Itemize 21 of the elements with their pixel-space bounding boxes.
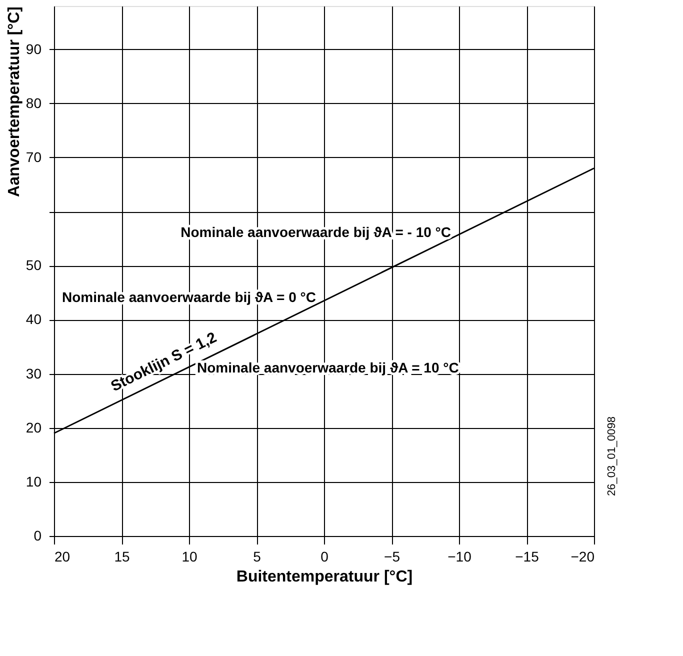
- x-tick-label: −15: [515, 548, 540, 564]
- x-axis-title: Buitentemperatuur [°C]: [236, 568, 413, 586]
- x-tick-label: 10: [182, 548, 198, 564]
- y-tick-label: 40: [26, 311, 42, 328]
- x-tick-label: −10: [448, 548, 472, 564]
- y-tick-label: 30: [26, 365, 42, 382]
- y-tick-label: 10: [26, 473, 42, 490]
- y-tick-label: 50: [26, 257, 42, 274]
- y-tick-label: 0: [34, 528, 42, 544]
- y-tick-label: 90: [26, 40, 42, 57]
- x-tick-label: 20: [54, 548, 70, 564]
- y-tick-label: 20: [26, 419, 42, 436]
- x-tick-label: −20: [570, 548, 595, 564]
- x-tick-label: −5: [384, 548, 400, 564]
- x-tick-label: 0: [320, 548, 329, 564]
- y-axis-title: Aanvoertemperatuur [°C]: [6, 6, 23, 197]
- x-tick-label: 5: [253, 548, 262, 564]
- x-tick-label: 15: [114, 548, 130, 564]
- y-tick-label: 70: [26, 148, 42, 165]
- y-tick-label: 80: [26, 94, 42, 111]
- text: 26_03_01_0098: [606, 416, 618, 496]
